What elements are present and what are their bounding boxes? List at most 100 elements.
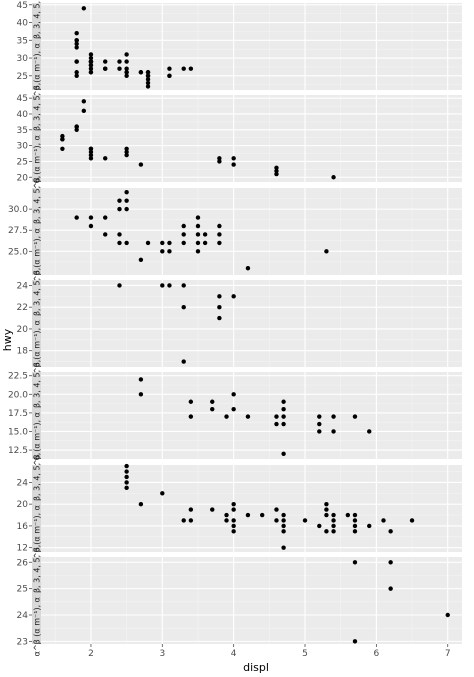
data-point: [381, 518, 386, 523]
data-point: [145, 73, 151, 78]
data-point: [388, 529, 393, 534]
data-point: [81, 6, 87, 11]
data-point: [331, 529, 336, 534]
y-tick-label: 40: [17, 110, 29, 120]
data-point: [60, 146, 65, 151]
data-point: [302, 518, 308, 523]
data-point: [124, 198, 129, 203]
data-point: [388, 560, 393, 565]
facet-strip: [32, 280, 41, 367]
data-point: [74, 45, 79, 50]
data-point: [210, 399, 215, 404]
data-point: [117, 283, 122, 288]
data-point: [188, 507, 194, 512]
data-point: [231, 518, 236, 523]
y-tick-label: 20: [17, 325, 29, 335]
data-point: [281, 421, 286, 427]
panels-layer: α^β (α m⁻¹), α_β, 3, 4, 5, 6,2530354045α…: [8, 0, 462, 656]
data-point: [181, 223, 186, 229]
data-point: [260, 512, 265, 518]
data-point: [181, 359, 186, 364]
data-point: [274, 507, 279, 512]
data-point: [124, 206, 129, 212]
panel-background: [41, 557, 462, 644]
facet-strip-label: α^β (α m⁻¹), α_β, 3, 4, 5, 6,: [33, 545, 42, 657]
data-point: [81, 108, 87, 114]
data-point: [231, 156, 236, 161]
data-point: [74, 215, 79, 220]
data-point: [167, 73, 172, 78]
data-point: [324, 512, 329, 518]
data-point: [124, 66, 129, 71]
data-point: [281, 399, 286, 404]
data-point: [88, 152, 94, 158]
facet-strip-label: α^β (α m⁻¹), α_β, 3, 4, 5, 6,: [33, 83, 42, 195]
facet-panel: α^β (α m⁻¹), α_β, 3, 4, 5, 6, 25.0 27.5 30.…: [8, 176, 462, 287]
data-point: [88, 156, 94, 161]
x-axis: 2 3 4 5 6 7: [88, 644, 451, 659]
data-point: [231, 392, 236, 397]
data-point: [81, 99, 87, 104]
data-point: [281, 512, 286, 518]
data-point: [195, 215, 201, 220]
data-point: [202, 240, 208, 246]
facet-strip-label: α^β (α m⁻¹), α_β, 3, 4, 5, 6,: [33, 0, 42, 102]
data-point: [331, 523, 336, 529]
data-point: [181, 240, 186, 246]
y-tick-label: 45: [17, 94, 28, 104]
data-point: [74, 38, 79, 43]
data-point: [224, 518, 229, 523]
y-tick-label: 35: [17, 36, 28, 46]
y-tick-label: 26: [17, 558, 29, 568]
data-point: [124, 149, 129, 155]
data-point: [124, 52, 129, 57]
x-axis-title: displ: [243, 661, 269, 674]
data-point: [124, 152, 129, 158]
data-point: [124, 463, 129, 469]
y-tick-label: 15.0: [8, 427, 28, 437]
y-tick-label: 20: [17, 500, 29, 510]
data-point: [231, 529, 236, 534]
data-point: [88, 62, 94, 68]
y-tick-label: 12.5: [8, 446, 28, 456]
data-point: [160, 283, 165, 288]
data-point: [60, 137, 65, 142]
data-point: [331, 518, 336, 523]
data-point: [195, 240, 201, 246]
data-point: [145, 84, 151, 89]
data-point: [88, 215, 94, 220]
y-tick-label: 30: [17, 142, 29, 152]
facet-strip: [32, 95, 41, 182]
data-point: [88, 149, 94, 155]
data-point: [324, 249, 329, 254]
data-point: [245, 512, 251, 518]
data-point: [188, 399, 194, 404]
data-point: [231, 523, 236, 529]
data-point: [217, 240, 222, 246]
data-point: [195, 223, 201, 229]
data-point: [245, 414, 251, 419]
data-point: [245, 266, 251, 271]
data-point: [124, 480, 129, 485]
data-point: [331, 429, 336, 434]
data-point: [352, 560, 358, 565]
data-point: [74, 73, 79, 78]
x-tick-label: 6: [374, 649, 380, 659]
data-point: [160, 240, 165, 246]
y-tick-label: 22.5: [8, 372, 28, 382]
data-point: [224, 414, 229, 419]
data-point: [124, 59, 129, 64]
data-point: [124, 240, 129, 246]
data-point: [188, 66, 194, 71]
data-point: [281, 518, 286, 523]
y-tick-label: 40: [17, 19, 29, 29]
data-point: [74, 127, 79, 132]
panel-background: [41, 188, 462, 275]
panel-background: [41, 3, 462, 90]
data-point: [217, 232, 222, 237]
data-point: [74, 41, 79, 47]
data-point: [317, 421, 322, 427]
data-point: [88, 146, 94, 151]
data-point: [281, 529, 286, 534]
